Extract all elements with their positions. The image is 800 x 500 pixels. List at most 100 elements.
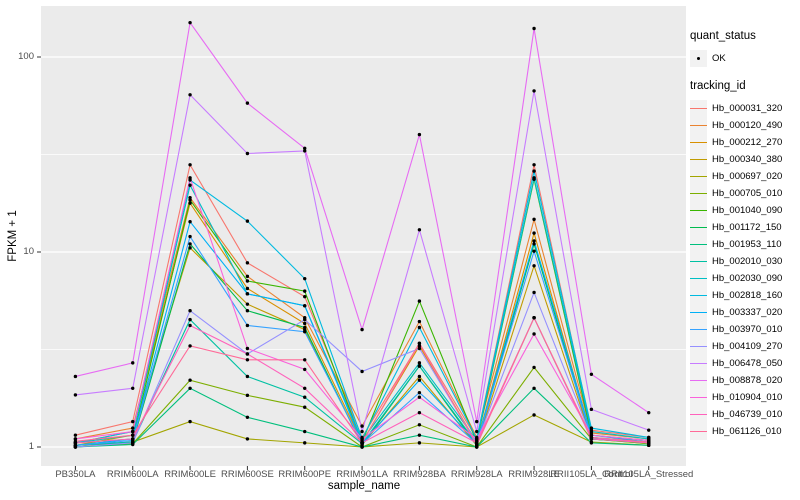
data-point bbox=[131, 429, 135, 434]
ok-point-icon bbox=[690, 50, 707, 67]
legend-item-label: Hb_000340_380 bbox=[712, 154, 783, 165]
data-point bbox=[532, 365, 536, 370]
data-point bbox=[245, 292, 250, 296]
line-glyph-icon bbox=[690, 260, 707, 263]
legend-item-Hb_061126_010: Hb_061126_010 bbox=[690, 423, 782, 440]
data-point bbox=[245, 302, 250, 306]
legend-line-key-icon bbox=[690, 168, 707, 185]
data-point bbox=[532, 249, 536, 253]
data-point bbox=[188, 378, 192, 382]
data-point bbox=[417, 346, 422, 351]
data-point bbox=[245, 323, 250, 328]
legend-item-label: Hb_000031_320 bbox=[712, 103, 783, 114]
legend-line-key-icon bbox=[690, 355, 707, 372]
data-point bbox=[417, 410, 422, 415]
data-point bbox=[360, 327, 364, 332]
line-glyph-icon bbox=[690, 277, 707, 280]
data-point bbox=[303, 149, 307, 153]
legend-item-Hb_006478_050: Hb_006478_050 bbox=[690, 355, 782, 372]
data-point bbox=[417, 395, 422, 399]
legend-item-Hb_000031_320: Hb_000031_320 bbox=[690, 100, 782, 117]
data-point bbox=[188, 317, 192, 322]
data-point bbox=[303, 294, 307, 299]
legend-item-Hb_002030_090: Hb_002030_090 bbox=[690, 270, 782, 287]
data-point bbox=[245, 374, 250, 379]
legend-item-label: Hb_000697_020 bbox=[712, 171, 783, 182]
data-point bbox=[417, 364, 422, 368]
data-point bbox=[417, 361, 422, 365]
data-point bbox=[303, 429, 307, 434]
data-point bbox=[417, 299, 422, 303]
data-point bbox=[188, 220, 192, 224]
legend-item-label: Hb_010904_010 bbox=[712, 392, 783, 403]
legend-line-key-icon bbox=[690, 253, 707, 270]
data-point bbox=[417, 344, 422, 348]
data-point bbox=[245, 352, 250, 356]
legend-line-key-icon bbox=[690, 151, 707, 168]
data-point bbox=[360, 437, 364, 441]
data-point bbox=[303, 395, 307, 399]
data-point bbox=[188, 163, 192, 167]
legend-line-key-icon bbox=[690, 117, 707, 134]
data-point bbox=[647, 440, 651, 444]
legend-item-Hb_010904_010: Hb_010904_010 bbox=[690, 389, 782, 406]
data-point bbox=[188, 93, 192, 97]
legend-line-key-icon bbox=[690, 287, 707, 304]
data-point bbox=[475, 441, 479, 445]
line-glyph-icon bbox=[690, 226, 707, 229]
legend-item-ok: OK bbox=[690, 50, 782, 67]
data-point bbox=[532, 413, 536, 417]
legend-item-Hb_000120_490: Hb_000120_490 bbox=[690, 117, 782, 134]
legend-item-Hb_001172_150: Hb_001172_150 bbox=[690, 219, 782, 236]
data-point bbox=[417, 433, 422, 437]
data-point bbox=[532, 316, 536, 320]
line-glyph-icon bbox=[690, 209, 707, 212]
data-point bbox=[245, 261, 250, 265]
data-point bbox=[532, 290, 536, 295]
data-point bbox=[188, 419, 192, 424]
legend-item-label: Hb_000212_270 bbox=[712, 137, 783, 148]
data-point bbox=[303, 276, 307, 281]
legend-item-label: Hb_003337_020 bbox=[712, 307, 783, 318]
data-point bbox=[532, 26, 536, 31]
data-point bbox=[589, 426, 594, 430]
data-point bbox=[188, 183, 192, 187]
data-point bbox=[73, 374, 78, 379]
legend-quant-status-title: quant_status bbox=[690, 30, 756, 42]
data-point bbox=[131, 426, 135, 430]
y-tick-label: 1 bbox=[28, 441, 34, 452]
data-point bbox=[245, 219, 250, 223]
data-point bbox=[532, 217, 536, 222]
data-point bbox=[188, 309, 192, 313]
legend-line-key-icon bbox=[690, 270, 707, 287]
legend-line-key-icon bbox=[690, 219, 707, 236]
data-point bbox=[360, 445, 364, 449]
data-point bbox=[303, 441, 307, 445]
legend-item-Hb_008878_020: Hb_008878_020 bbox=[690, 372, 782, 389]
data-point bbox=[188, 201, 192, 205]
legend-item-label: Hb_002818_160 bbox=[712, 290, 783, 301]
data-point bbox=[245, 279, 250, 283]
line-glyph-icon bbox=[690, 379, 707, 382]
data-point bbox=[73, 437, 78, 441]
legend-item-Hb_003970_010: Hb_003970_010 bbox=[690, 321, 782, 338]
line-glyph-icon bbox=[690, 141, 707, 144]
data-point bbox=[589, 435, 594, 440]
data-point bbox=[532, 231, 536, 235]
legend-item-Hb_001040_090: Hb_001040_090 bbox=[690, 202, 782, 219]
data-point bbox=[475, 429, 479, 434]
legend-item-label: Hb_061126_010 bbox=[712, 426, 782, 437]
data-point bbox=[245, 274, 250, 279]
data-point bbox=[417, 390, 422, 395]
data-point bbox=[303, 321, 307, 326]
data-point bbox=[188, 198, 192, 202]
data-point bbox=[303, 289, 307, 293]
data-point bbox=[245, 346, 250, 351]
data-point bbox=[589, 429, 594, 434]
legend-line-key-icon bbox=[690, 321, 707, 338]
data-point bbox=[303, 317, 307, 322]
data-point bbox=[303, 146, 307, 151]
data-point bbox=[73, 433, 78, 437]
y-axis-title: FPKM + 1 bbox=[7, 210, 19, 262]
data-point bbox=[245, 309, 250, 313]
